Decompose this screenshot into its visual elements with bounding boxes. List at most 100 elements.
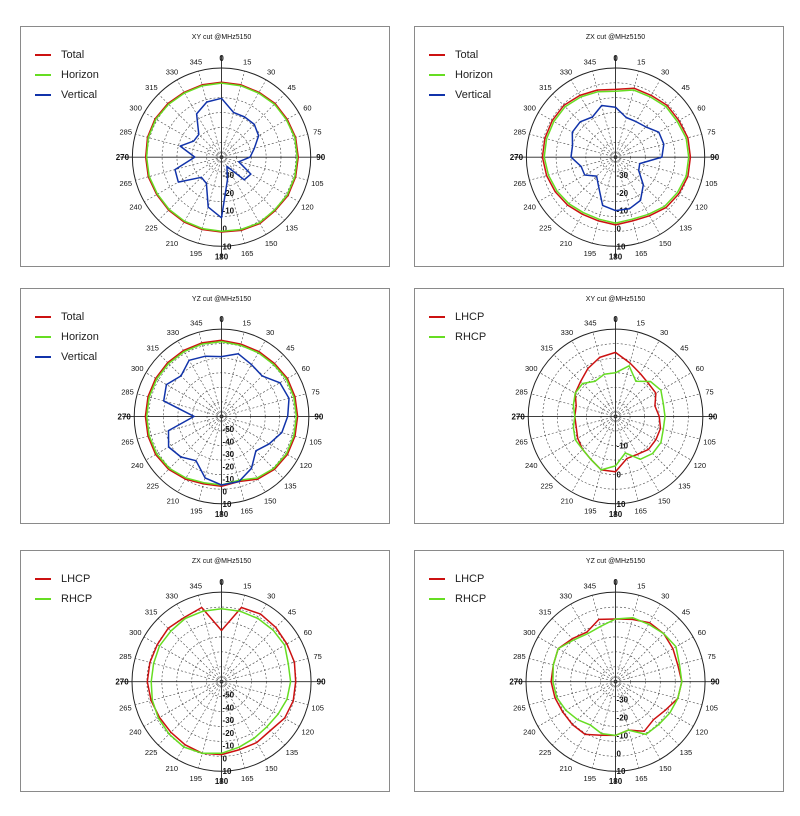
radial-tick-label: -20 xyxy=(223,189,235,198)
grid-spoke xyxy=(592,70,616,158)
grid-spoke xyxy=(615,681,703,706)
grid-spoke xyxy=(615,372,692,417)
grid-spoke xyxy=(552,681,616,746)
angle-tick-label: 300 xyxy=(525,364,538,373)
grid-spoke xyxy=(615,603,661,682)
grid-spoke xyxy=(221,658,309,682)
series-vertical-line xyxy=(162,353,290,486)
grid-spoke xyxy=(134,681,222,706)
grid-spoke xyxy=(221,681,286,746)
angle-tick-label: 265 xyxy=(121,438,134,447)
radial-tick-label: -40 xyxy=(223,703,235,712)
chart-title: YZ cut @MHz5150 xyxy=(192,296,251,303)
grid-spoke xyxy=(571,416,616,493)
grid-spoke xyxy=(531,416,616,440)
angle-tick-label: 135 xyxy=(286,748,299,757)
angle-tick-label: 60 xyxy=(698,628,706,637)
grid-spoke xyxy=(592,681,616,769)
angle-tick-label: 285 xyxy=(513,652,526,661)
grid-spoke xyxy=(198,70,222,158)
grid-spoke xyxy=(221,416,306,440)
angle-tick-label: 15 xyxy=(243,582,251,591)
legend-label: Vertical xyxy=(61,351,98,363)
angle-tick-label: 225 xyxy=(539,748,552,757)
radial-tick-label: -20 xyxy=(223,729,235,738)
angle-tick-label: 45 xyxy=(288,607,296,616)
grid-spoke xyxy=(615,157,639,244)
radial-tick-label: 10 xyxy=(223,500,232,509)
radial-tick-label: -10 xyxy=(223,742,235,751)
grid-spoke xyxy=(177,340,222,417)
grid-spoke xyxy=(143,681,222,727)
grid-spoke xyxy=(145,372,222,417)
grid-spoke xyxy=(135,156,222,181)
series-vertical-line xyxy=(174,97,260,219)
grid-spoke xyxy=(615,416,678,479)
angle-tick-label: 285 xyxy=(119,652,132,661)
grid-spoke xyxy=(221,354,284,417)
angle-tick-label: 270 xyxy=(118,412,132,421)
legend: LHCP RHCP xyxy=(35,569,92,609)
angle-tick-label: 210 xyxy=(167,497,180,506)
series-horizon-line xyxy=(145,82,299,232)
legend-label: LHCP xyxy=(455,311,485,323)
angle-tick-label: 165 xyxy=(241,774,254,783)
grid-spoke xyxy=(176,156,222,235)
legend-label: Horizon xyxy=(455,69,493,81)
legend-label: LHCP xyxy=(455,573,485,585)
angle-tick-label: 180 xyxy=(609,510,623,519)
angle-tick-label: 315 xyxy=(145,83,158,92)
series-lhcp-line xyxy=(574,351,662,473)
angle-tick-label: 315 xyxy=(145,607,158,616)
angle-tick-label: 240 xyxy=(129,203,142,212)
legend-label: Total xyxy=(455,49,479,61)
angle-tick-label: 225 xyxy=(539,223,552,232)
grid-spoke xyxy=(221,112,299,158)
legend-item-vertical: Vertical xyxy=(35,85,99,105)
grid-spoke xyxy=(531,393,616,417)
angle-tick-label: 180 xyxy=(215,510,229,519)
legend-swatch xyxy=(429,578,445,580)
angle-tick-label: 45 xyxy=(682,607,690,616)
grid-spoke xyxy=(615,416,692,461)
legend-swatch xyxy=(429,336,445,338)
angle-tick-label: 210 xyxy=(560,764,573,773)
angle-tick-label: 120 xyxy=(694,461,707,470)
polar-chart-5: ZX cut @MHz5150 0 15 30 45 60 75 90 105 120 135 150… xyxy=(115,558,326,786)
radial-tick-label: -20 xyxy=(617,713,629,722)
legend-label: Total xyxy=(61,49,85,61)
legend-swatch xyxy=(35,598,51,600)
grid-spoke xyxy=(198,416,222,501)
legend-swatch xyxy=(35,336,51,338)
angle-tick-label: 30 xyxy=(266,328,274,337)
angle-tick-label: 120 xyxy=(695,727,708,736)
angle-tick-label: 265 xyxy=(119,179,132,188)
angle-tick-label: 150 xyxy=(659,239,672,248)
grid-spoke xyxy=(615,681,694,727)
grid-spoke xyxy=(176,603,222,682)
angle-tick-label: 0 xyxy=(613,578,618,587)
grid-spoke xyxy=(158,681,222,746)
legend-swatch xyxy=(429,94,445,96)
grid-spoke xyxy=(221,133,308,158)
legend: LHCP RHCP xyxy=(429,569,486,609)
angle-tick-label: 30 xyxy=(661,591,669,600)
grid-spoke xyxy=(221,681,300,727)
radial-tick-label: -30 xyxy=(223,450,235,459)
legend-label: Vertical xyxy=(61,89,98,101)
grid-spoke xyxy=(615,156,693,202)
grid-spoke xyxy=(615,416,639,501)
angle-tick-label: 135 xyxy=(678,481,691,490)
radial-tick-label: -40 xyxy=(223,437,235,446)
series-total-line xyxy=(144,81,299,233)
legend-item-vertical: Vertical xyxy=(35,347,99,367)
grid-spoke xyxy=(221,393,306,417)
legend: Total Horizon Vertical xyxy=(35,45,99,105)
angle-tick-label: 345 xyxy=(584,582,597,591)
radial-tick-label: 10 xyxy=(617,242,626,251)
legend-item-total: Total xyxy=(35,45,99,65)
angle-tick-label: 150 xyxy=(264,497,277,506)
angle-tick-label: 330 xyxy=(166,591,179,600)
angle-tick-label: 60 xyxy=(697,104,705,113)
radial-tick-label: 10 xyxy=(223,242,232,251)
